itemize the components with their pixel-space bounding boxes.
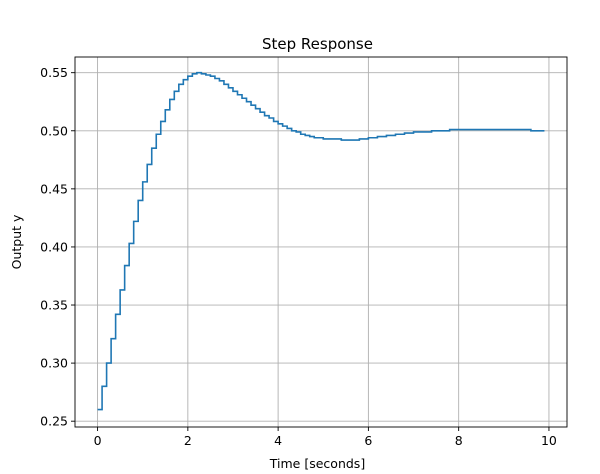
- grid-lines: [75, 57, 567, 427]
- y-tick-label: 0.50: [40, 123, 68, 138]
- x-axis-ticks: 0 2 4 6 8 10: [94, 427, 557, 448]
- x-tick-label: 6: [364, 433, 372, 448]
- x-tick-label: 10: [541, 433, 557, 448]
- x-tick-label: 2: [184, 433, 192, 448]
- x-tick-label: 0: [94, 433, 102, 448]
- y-axis-ticks: 0.25 0.30 0.35 0.40 0.45 0.50 0.55: [40, 65, 75, 429]
- step-response-line: [97, 71, 545, 411]
- y-tick-label: 0.25: [40, 414, 68, 429]
- chart-title: Step Response: [262, 35, 373, 53]
- y-axis-label: Output y: [9, 214, 24, 269]
- series-area: [97, 71, 545, 411]
- plot-area-background: [75, 57, 567, 427]
- plot-frame: [74, 56, 568, 428]
- y-tick-label: 0.45: [40, 181, 68, 196]
- x-tick-label: 8: [455, 433, 463, 448]
- y-tick-label: 0.35: [40, 298, 68, 313]
- y-tick-label: 0.40: [40, 239, 68, 254]
- x-tick-label: 4: [274, 433, 282, 448]
- y-tick-label: 0.30: [40, 356, 68, 371]
- y-tick-label: 0.55: [40, 65, 68, 80]
- x-axis-label: Time [seconds]: [269, 456, 365, 471]
